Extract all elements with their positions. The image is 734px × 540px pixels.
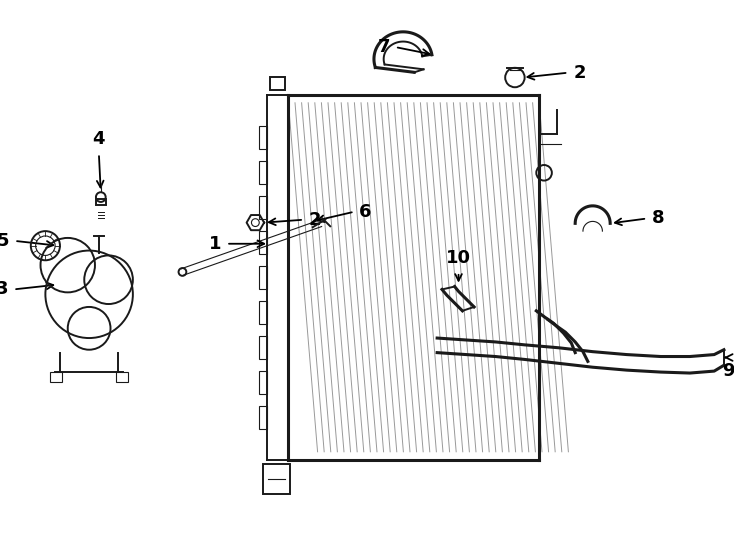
Text: 7: 7 (377, 38, 390, 56)
Text: 2: 2 (309, 211, 321, 229)
Text: 3: 3 (0, 280, 9, 299)
Text: 1: 1 (209, 235, 222, 253)
Bar (117, 372, 128, 382)
Bar (263, 464, 291, 494)
Text: 4: 4 (92, 131, 105, 149)
Bar (50, 372, 62, 382)
Text: 6: 6 (360, 202, 372, 221)
Bar (96, 199, 106, 205)
Text: 5: 5 (0, 232, 10, 250)
Text: 9: 9 (722, 362, 734, 380)
Text: 2: 2 (573, 64, 586, 82)
Text: 10: 10 (446, 249, 471, 267)
Text: 8: 8 (652, 210, 664, 227)
Bar (270, 77, 286, 90)
